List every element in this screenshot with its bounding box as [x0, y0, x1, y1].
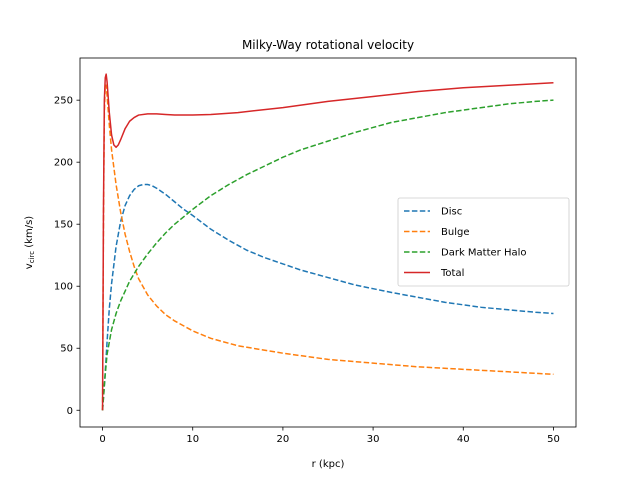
legend: Disc Bulge Dark Matter Halo Total — [397, 197, 570, 287]
y-axis-label: vcirc (km/s) — [24, 216, 36, 269]
x-tick-label: 10 — [186, 434, 199, 445]
x-tick-label: 40 — [457, 434, 470, 445]
y-axis-label-sub: circ — [28, 251, 36, 264]
y-axis-label-main: v — [24, 263, 35, 269]
y-axis: 0 50 100 150 200 250 — [54, 96, 80, 417]
x-tick-label: 50 — [547, 434, 560, 445]
y-tick-label: 250 — [54, 96, 73, 107]
x-axis: 0 10 20 30 40 50 — [99, 427, 560, 445]
y-axis-label-unit: (km/s) — [24, 216, 35, 251]
series-line-total — [101, 73, 554, 411]
x-axis-label: r (kpc) — [312, 459, 345, 470]
legend-box — [397, 197, 570, 287]
plot-area — [79, 57, 577, 428]
x-tick-label: 20 — [277, 434, 290, 445]
chart-title: Milky-Way rotational velocity — [242, 38, 414, 52]
y-tick-label: 150 — [54, 220, 73, 231]
series-line-dark-matter-halo — [101, 99, 554, 411]
legend-label-total: Total — [440, 268, 464, 279]
x-tick-label: 30 — [367, 434, 380, 445]
legend-label-disc: Disc — [441, 207, 462, 218]
series-layer — [101, 73, 554, 411]
plot-frame — [79, 57, 577, 428]
y-tick-label: 200 — [54, 158, 73, 169]
legend-label-bulge: Bulge — [441, 227, 469, 238]
series-line-bulge — [101, 84, 554, 411]
y-tick-label: 100 — [54, 282, 73, 293]
legend-label-dark-matter-halo: Dark Matter Halo — [441, 248, 527, 259]
x-tick-label: 0 — [99, 434, 105, 445]
y-tick-label: 0 — [67, 406, 73, 417]
y-tick-label: 50 — [60, 344, 73, 355]
